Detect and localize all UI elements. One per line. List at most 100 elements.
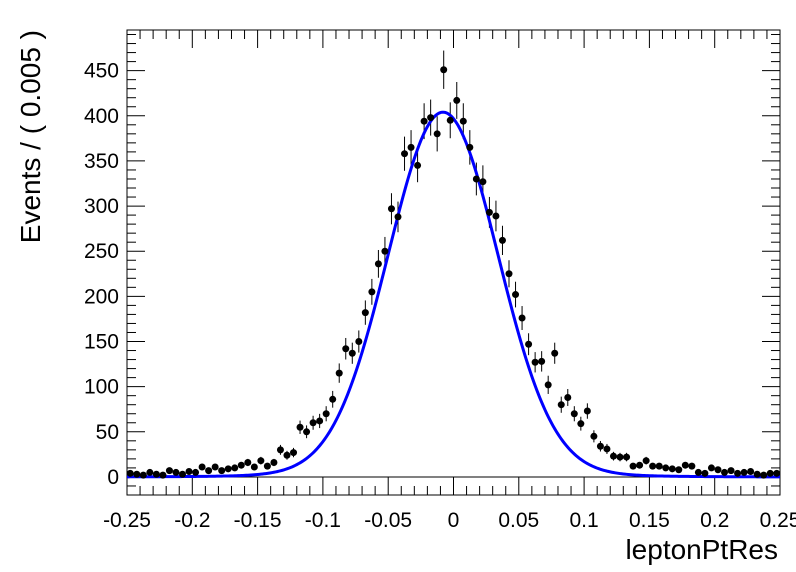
x-tick-label: 0.2: [700, 509, 729, 532]
data-point: [329, 395, 337, 403]
data-point: [165, 467, 173, 475]
data-point: [270, 458, 278, 466]
data-point: [734, 469, 742, 477]
data-point: [283, 451, 291, 459]
plot-frame: [126, 29, 781, 496]
data-point: [675, 466, 683, 474]
data-point: [368, 288, 376, 296]
data-point: [466, 143, 474, 151]
data-point: [414, 161, 422, 169]
x-tick-label: 0.1: [569, 509, 598, 532]
data-point: [394, 213, 402, 221]
data-point: [636, 461, 644, 469]
data-point: [139, 471, 147, 479]
y-tick-label: 250: [84, 240, 119, 263]
data-point: [596, 442, 604, 450]
data-point: [276, 446, 284, 454]
data-point: [649, 462, 657, 470]
data-point: [564, 393, 572, 401]
data-point: [355, 338, 363, 346]
data-point: [322, 410, 330, 418]
data-point: [453, 96, 461, 104]
y-axis-ticks: [127, 34, 780, 496]
data-point: [361, 309, 369, 317]
y-tick-label: 50: [96, 421, 119, 444]
data-point: [348, 349, 356, 357]
data-point: [485, 208, 493, 216]
data-point: [616, 453, 624, 461]
data-point: [420, 117, 428, 125]
y-tick-label: 450: [84, 60, 119, 83]
y-axis-tick-labels: 0 50 100 150 200 250 300 350 400 450: [84, 60, 119, 489]
data-point: [257, 457, 265, 465]
x-tick-label: 0.15: [629, 509, 670, 532]
data-point: [309, 419, 317, 427]
data-point: [623, 453, 631, 461]
data-point: [577, 420, 585, 428]
data-point: [250, 463, 258, 471]
data-point: [760, 471, 768, 479]
y-tick-label: 200: [84, 285, 119, 308]
data-point: [551, 349, 559, 357]
data-point: [531, 358, 539, 366]
data-point: [642, 457, 650, 465]
data-point: [492, 212, 500, 220]
data-point: [655, 462, 663, 470]
data-point: [179, 470, 187, 478]
data-point: [198, 463, 206, 471]
x-axis-title: leptonPtRes: [625, 534, 778, 565]
data-point: [681, 461, 689, 469]
x-tick-label: 0.05: [498, 509, 539, 532]
data-point: [244, 458, 252, 466]
y-tick-label: 150: [84, 331, 119, 354]
y-tick-label: 0: [107, 466, 119, 489]
x-axis-ticks: [126, 30, 781, 495]
x-tick-label: -0.2: [174, 509, 210, 532]
data-point: [773, 469, 781, 477]
x-tick-label: -0.25: [103, 509, 151, 532]
data-point: [714, 466, 722, 474]
data-point: [231, 464, 239, 472]
data-point: [342, 345, 350, 353]
data-point: [133, 470, 141, 478]
data-point: [303, 428, 311, 436]
data-point: [218, 467, 226, 475]
data-point: [603, 445, 611, 453]
data-point: [727, 467, 735, 475]
data-point: [662, 464, 670, 472]
data-point: [381, 247, 389, 255]
x-tick-label: 0: [448, 509, 460, 532]
data-point: [427, 114, 435, 122]
data-point: [512, 291, 520, 299]
data-point: [335, 369, 343, 377]
data-point: [747, 468, 755, 476]
data-point: [472, 175, 480, 183]
y-tick-label: 400: [84, 105, 119, 128]
data-point: [570, 410, 578, 418]
x-tick-label: -0.15: [234, 509, 282, 532]
data-point: [720, 468, 728, 476]
data-point: [583, 407, 591, 415]
data-point: [694, 468, 702, 476]
x-axis-tick-labels: -0.25 -0.2 -0.15 -0.1 -0.05 0 0.05 0.1 0.15 0.2 0.…: [103, 509, 796, 532]
fit-curve: [127, 110, 780, 479]
data-point: [740, 468, 748, 476]
data-point: [172, 468, 180, 476]
data-point: [609, 452, 617, 460]
y-tick-label: 100: [84, 376, 119, 399]
data-point: [538, 357, 546, 365]
data-point: [707, 464, 715, 472]
data-point: [224, 465, 232, 473]
data-point: [211, 463, 219, 471]
data-point: [205, 467, 213, 475]
data-point: [152, 470, 160, 478]
data-point: [387, 205, 395, 213]
data-point: [192, 468, 200, 476]
data-point: [479, 178, 487, 186]
data-point: [237, 461, 245, 469]
data-point: [525, 340, 533, 348]
data-point: [146, 468, 154, 476]
y-tick-label: 350: [84, 150, 119, 173]
data-point: [185, 468, 193, 476]
